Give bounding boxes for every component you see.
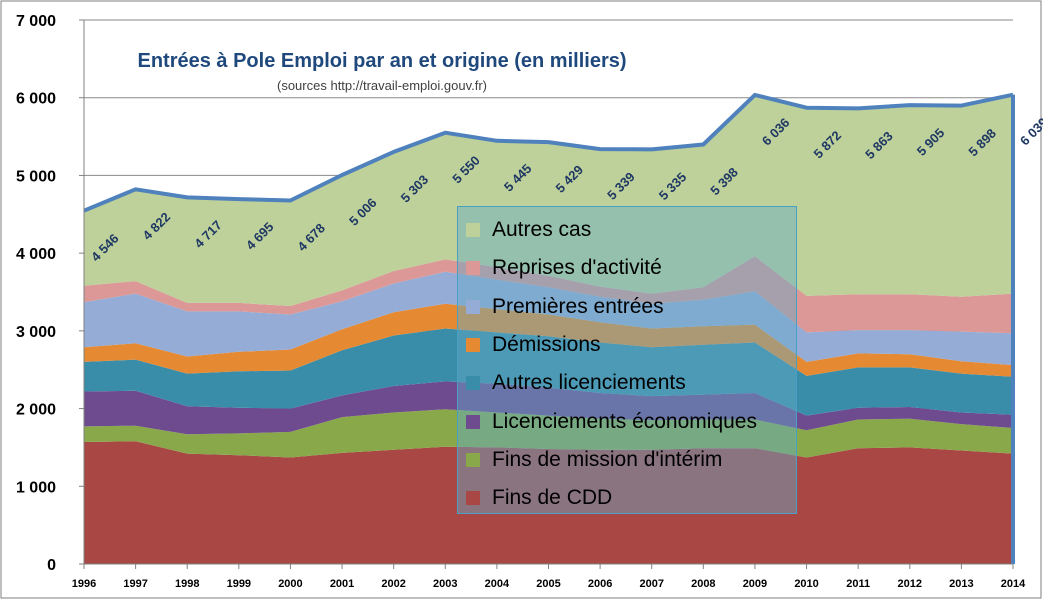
chart-subtitle: (sources http://travail-emploi.gouv.fr) — [277, 78, 487, 93]
legend-swatch — [466, 338, 480, 353]
legend-label: Reprises d'activité — [492, 256, 662, 280]
y-tick-label: 6 000 — [16, 91, 56, 108]
x-tick-label: 2003 — [433, 578, 457, 590]
x-tick-label: 2004 — [485, 578, 510, 590]
area-reprises-d-activit- — [84, 256, 1013, 334]
chart-title: Entrées à Pole Emploi par an et origine … — [137, 50, 626, 72]
y-tick-label: 3 000 — [16, 324, 56, 341]
x-tick-label: 2012 — [898, 578, 922, 590]
x-tick-label: 2011 — [846, 578, 870, 590]
legend-label: Licenciements économiques — [492, 409, 757, 433]
x-tick-label: 2009 — [743, 578, 767, 590]
total-series-line — [83, 92, 1014, 213]
legend-item: Premières entrées — [466, 288, 788, 326]
x-tick-label: 1999 — [227, 578, 251, 590]
y-tick-label: 4 000 — [16, 246, 56, 263]
area-series — [84, 94, 1013, 564]
x-tick-label: 2002 — [381, 578, 405, 590]
legend-swatch — [466, 491, 480, 506]
y-tick-label: 7 000 — [16, 13, 56, 30]
legend-item: Fins de mission d'intérim — [466, 441, 788, 479]
area-d-missions — [84, 303, 1013, 377]
area-licenciements-conomiques — [84, 381, 1013, 435]
legend-label: Fins de mission d'intérim — [492, 447, 723, 471]
y-tick-label: 5 000 — [16, 168, 56, 185]
y-tick-label: 0 — [47, 557, 56, 574]
legend-label: Premières entrées — [492, 294, 664, 318]
x-tick-label: 2010 — [794, 578, 818, 590]
x-tick-label: 2014 — [1001, 578, 1026, 590]
legend-item: Autres licenciements — [466, 364, 788, 402]
legend-item: Autres cas — [466, 211, 788, 249]
legend: Autres cas Reprises d'activité Premières e… — [457, 206, 797, 514]
x-tick-label: 2006 — [588, 578, 612, 590]
x-tick-label: 2000 — [278, 578, 302, 590]
legend-label: Autres cas — [492, 218, 592, 242]
axes: 0 1 000 2 000 3 000 4 000 5 000 6 000 7 000 1996… — [16, 13, 1026, 590]
area-autres-licenciements — [84, 328, 1013, 416]
total-line — [83, 92, 1015, 564]
area-fins-de-mission-d-int-rim — [84, 409, 1013, 458]
legend-label: Démissions — [492, 333, 601, 357]
area-fins-de-cdd — [84, 441, 1013, 564]
legend-label: Fins de CDD — [492, 486, 613, 510]
x-tick-label: 1998 — [175, 578, 199, 590]
y-tick-label: 1 000 — [16, 479, 56, 496]
legend-item: Reprises d'activité — [466, 249, 788, 287]
legend-swatch — [466, 223, 480, 238]
x-tick-label: 2001 — [330, 578, 354, 590]
legend-item: Fins de CDD — [466, 479, 788, 517]
y-tick-label: 2 000 — [16, 402, 56, 419]
x-tick-label: 1997 — [123, 578, 147, 590]
legend-swatch — [466, 414, 480, 429]
legend-label: Autres licenciements — [492, 371, 686, 395]
x-tick-label: 2007 — [639, 578, 663, 590]
x-tick-label: 1996 — [72, 578, 96, 590]
legend-item: Licenciements économiques — [466, 402, 788, 440]
area-premi-res-entr-es — [84, 271, 1013, 366]
legend-swatch — [466, 299, 480, 314]
x-tick-label: 2013 — [949, 578, 973, 590]
x-tick-label: 2005 — [536, 578, 560, 590]
legend-swatch — [466, 452, 480, 467]
x-tick-label: 2008 — [691, 578, 715, 590]
legend-swatch — [466, 261, 480, 276]
area-autres-cas — [84, 94, 1013, 306]
legend-item: Démissions — [466, 326, 788, 364]
legend-swatch — [466, 376, 480, 391]
